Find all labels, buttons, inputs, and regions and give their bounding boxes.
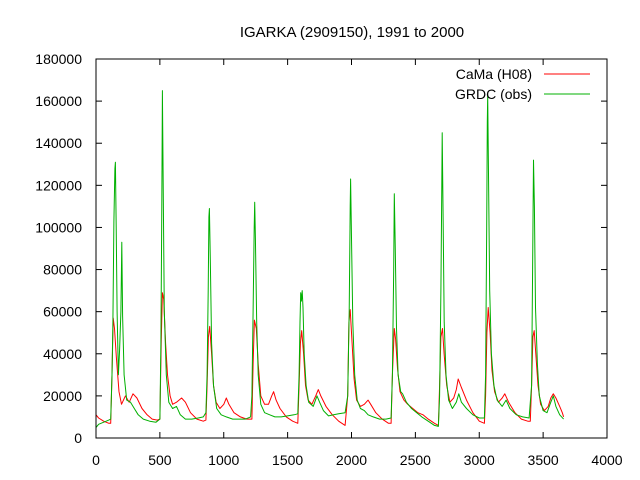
y-tick-label: 120000 (35, 177, 82, 193)
x-tick-label: 1000 (208, 452, 239, 468)
y-tick-label: 40000 (43, 346, 82, 362)
y-tick-label: 140000 (35, 135, 82, 151)
y-tick-label: 180000 (35, 51, 82, 67)
y-tick-label: 160000 (35, 93, 82, 109)
y-tick-label: 80000 (43, 262, 82, 278)
legend: CaMa (H08) GRDC (obs) (455, 66, 590, 102)
legend-label: GRDC (obs) (455, 86, 532, 102)
y-tick-label: 20000 (43, 388, 82, 404)
x-tick-label: 4000 (591, 452, 622, 468)
legend-label: CaMa (H08) (456, 66, 532, 82)
axis-ticks: 0200004000060000800001000001200001400001… (35, 51, 622, 468)
x-tick-label: 500 (148, 452, 172, 468)
x-tick-label: 2000 (336, 452, 367, 468)
series-layer (95, 90, 565, 428)
x-tick-label: 3000 (464, 452, 495, 468)
x-tick-label: 3500 (528, 452, 559, 468)
y-tick-label: 100000 (35, 219, 82, 235)
x-tick-label: 2500 (400, 452, 431, 468)
y-tick-label: 60000 (43, 304, 82, 320)
x-tick-label: 1500 (272, 452, 303, 468)
chart-title: IGARKA (2909150), 1991 to 2000 (240, 24, 464, 41)
y-tick-label: 0 (74, 430, 82, 446)
plot-frame (95, 58, 608, 439)
series-line-grdc-obs (95, 90, 564, 428)
series-line-cama-h08 (95, 292, 565, 426)
x-tick-label: 0 (92, 452, 100, 468)
